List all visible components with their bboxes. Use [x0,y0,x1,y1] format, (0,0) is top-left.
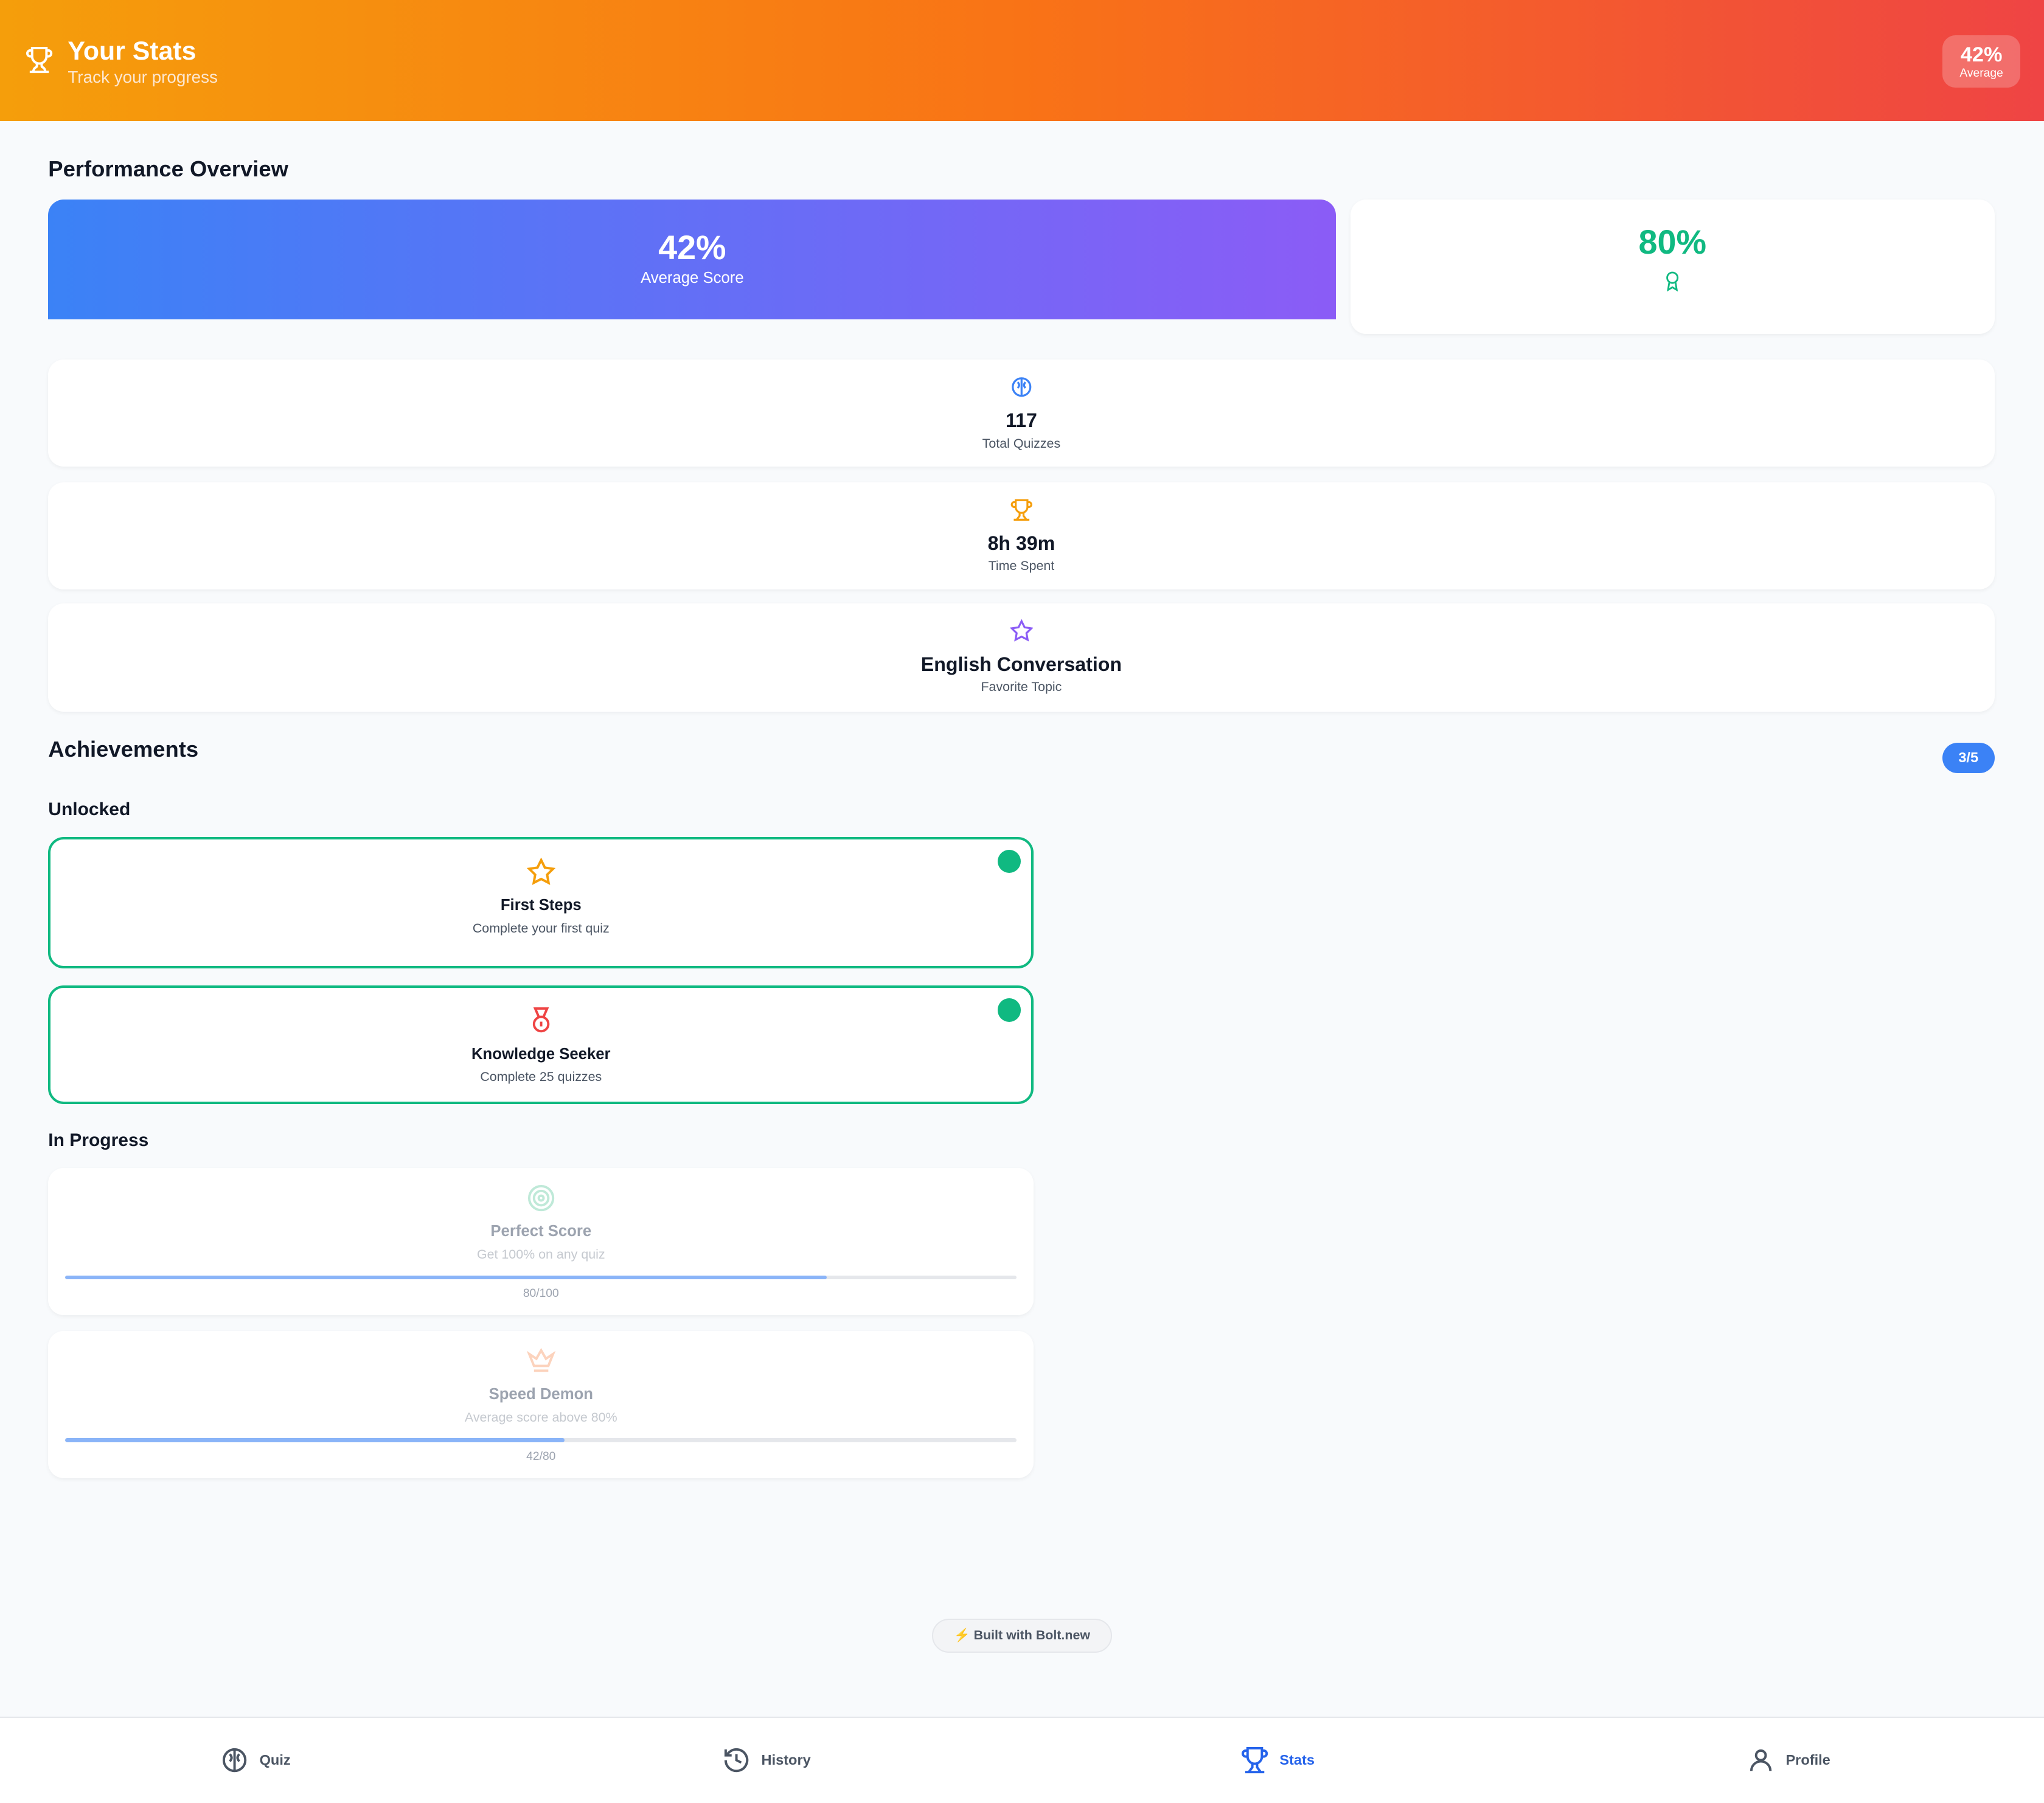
brain-icon [1011,377,1031,397]
trophy-icon [1242,1747,1268,1774]
history-icon [725,1748,749,1773]
achievement-title: Perfect Score [490,1223,592,1240]
achievement-knowledge-seeker: Knowledge Seeker Complete 25 quizzes [48,985,1034,1104]
achievement-first-steps: First Steps Complete your first quiz [48,836,1034,969]
achievement-desc: Complete your first quiz [472,921,610,936]
stat-label: Total Quizzes [982,436,1061,451]
star-icon [1009,619,1034,642]
nav-label: Stats [1279,1752,1315,1768]
stat-value: 117 [1006,409,1037,432]
badge-value: 42% [1960,43,2003,66]
progress-fill [65,1438,565,1442]
achievements-count-badge: 3/5 [1942,743,1995,773]
unlocked-check-icon [997,849,1021,874]
trophy-icon [1010,499,1032,521]
crown-icon [526,1347,556,1372]
average-badge: 42% Average [1942,35,2021,88]
nav-stats[interactable]: Stats [1022,1718,1533,1802]
achievement-desc: Average score above 80% [464,1409,617,1425]
progress-count: 80/100 [523,1287,559,1300]
brain-icon [223,1748,247,1773]
stat-value: 8h 39m [987,532,1055,554]
nav-label: Quiz [259,1752,291,1768]
in-progress-title: In Progress [48,1130,149,1150]
page-title: Your Stats [68,36,196,66]
achievement-title: Speed Demon [488,1386,593,1403]
award-icon [1666,271,1679,292]
progress-bar [65,1438,1017,1442]
best-score-card: 80% [1350,199,1995,334]
badge-label: Average [1959,66,2003,80]
unlocked-title: Unlocked [48,799,131,819]
nav-history[interactable]: History [511,1718,1022,1802]
average-score-card: 42% Average Score [48,199,1337,319]
achievement-desc: Get 100% on any quiz [476,1247,605,1262]
trophy-icon [26,46,52,74]
achievement-title: Knowledge Seeker [471,1045,611,1063]
user-icon [1750,1749,1772,1771]
progress-fill [65,1275,827,1279]
target-icon [527,1184,554,1211]
achievement-speed-demon: Speed Demon Average score above 80% 42/8… [48,1330,1034,1478]
header: Your Stats Track your progress 42% Averag… [0,0,2044,122]
stat-time-spent: 8h 39m Time Spent [48,482,1995,589]
nav-label: History [761,1752,811,1768]
overview-title: Performance Overview [48,156,288,182]
page-subtitle: Track your progress [68,68,218,87]
achievements-title: Achievements [48,736,199,762]
stat-favorite-topic: English Conversation Favorite Topic [48,603,1995,712]
stat-label: Favorite Topic [981,679,1062,695]
bottom-nav: Quiz History Stats Profile [0,1717,2044,1803]
unlocked-check-icon [997,998,1021,1022]
stat-label: Time Spent [988,558,1055,574]
nav-label: Profile [1785,1752,1830,1768]
achievement-desc: Complete 25 quizzes [480,1069,602,1085]
medal-icon [532,1007,550,1033]
star-icon [526,857,556,885]
achievement-perfect-score: Perfect Score Get 100% on any quiz 80/10… [48,1168,1034,1316]
built-with-bolt-badge[interactable]: ⚡ Built with Bolt.new [932,1619,1112,1653]
achievement-title: First Steps [500,897,582,914]
nav-quiz[interactable]: Quiz [0,1718,511,1802]
average-score-value: 42% [658,228,726,266]
stat-value: English Conversation [920,653,1122,675]
progress-count: 42/80 [526,1450,556,1463]
nav-profile[interactable]: Profile [1533,1718,2044,1802]
stat-total-quizzes: 117 Total Quizzes [48,360,1995,467]
progress-bar [65,1275,1017,1279]
average-score-label: Average Score [641,269,744,287]
best-score-value: 80% [1638,223,1707,262]
